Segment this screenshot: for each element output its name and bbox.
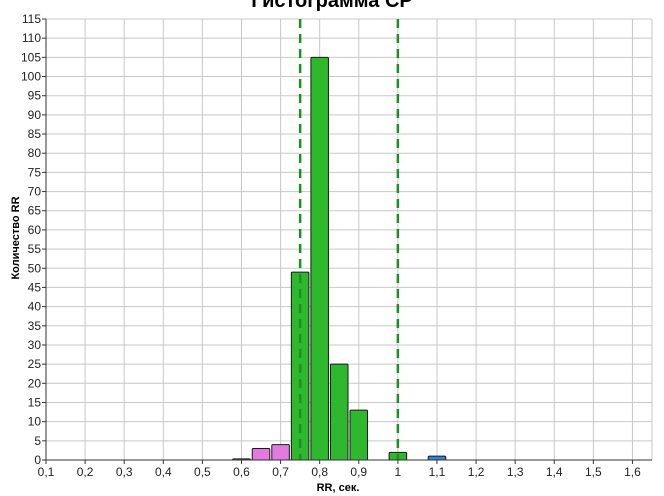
x-tick-label: 0,9 [350,465,367,479]
y-tick-label: 115 [22,12,41,26]
x-tick-label: 1,2 [468,465,485,479]
y-tick-label: 105 [21,50,41,64]
x-tick-label: 0,6 [233,465,250,479]
y-tick-label: 5 [34,434,41,448]
y-tick-label: 0 [34,453,41,467]
y-tick-label: 55 [28,242,42,256]
y-tick-label: 95 [28,89,42,103]
x-tick-label: 1,4 [546,465,563,479]
histogram-bar [329,363,349,461]
grid [45,18,653,461]
x-tick-label: 1,3 [507,465,524,479]
y-tick-label: 35 [28,319,42,333]
y-tick-label: 15 [28,395,42,409]
x-tick-label: 0,7 [272,465,289,479]
axes [42,18,652,464]
chart-title: Гистограмма СР [251,0,412,12]
x-tick-label: 1,1 [429,465,446,479]
x-axis-label: RR, сек. [317,482,360,494]
y-tick-label: 60 [28,223,42,237]
histogram-bar [251,447,271,461]
x-tick-label: 0,3 [116,465,133,479]
x-tick-label: 0,1 [38,465,55,479]
y-tick-label: 25 [28,357,42,371]
y-tick-label: 85 [28,127,42,141]
x-tick-label: 1,5 [585,465,602,479]
histogram-bar [349,409,369,461]
y-tick-label: 110 [22,31,41,45]
y-tick-label: 10 [28,415,42,429]
y-tick-label: 45 [28,280,42,294]
histogram-bar [427,455,447,461]
reference-lines [298,19,400,460]
y-tick-label: 30 [28,338,42,352]
x-tick-label: 1 [395,465,402,479]
x-tick-label: 0,8 [311,465,328,479]
y-axis-label: Количество RR [10,196,22,279]
y-tick-label: 40 [28,300,42,314]
x-tick-label: 1,6 [624,465,641,479]
tick-labels: 0,1 0,2 0,3 0,4 0,5 0,6 0,7 0,8 0,9 1 1,1 1,2 1,3 1,4… [21,12,641,479]
y-tick-label: 70 [28,185,42,199]
x-tick-label: 0,5 [194,465,211,479]
x-tick-label: 0,4 [155,465,172,479]
x-tick-label: 0,2 [77,465,94,479]
y-tick-label: 80 [28,146,42,160]
y-tick-label: 20 [28,376,42,390]
y-tick-label: 75 [28,165,42,179]
y-tick-label: 90 [28,108,42,122]
y-tick-label: 50 [28,261,42,275]
bars [232,56,447,461]
histogram-bar [271,444,290,461]
histogram-bar [310,56,329,461]
y-tick-label: 65 [28,204,42,218]
y-tick-label: 100 [21,70,41,84]
